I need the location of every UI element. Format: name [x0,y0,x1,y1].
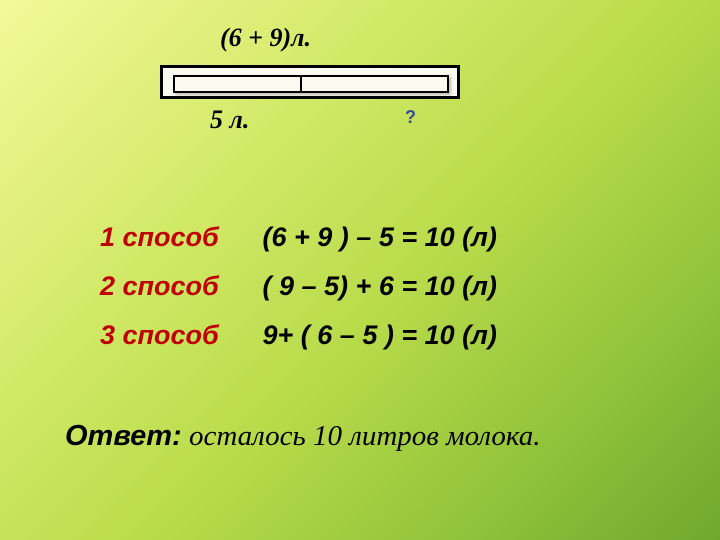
method-name: 1 способ [100,222,255,253]
method-expr: 9+ ( 6 – 5 ) = 10 (л) [263,320,497,350]
answer-line: Ответ: осталось 10 литров молока. [65,420,685,453]
methods-list: 1 способ (6 + 9 ) – 5 = 10 (л) 2 способ … [100,222,660,369]
answer-label: Ответ: [65,420,182,452]
method-name: 3 способ [100,320,255,351]
answer-text: осталось 10 литров молока. [182,420,541,452]
bar-diagram: (6 + 9)л. 5 л. ? [160,65,460,99]
diagram-top-label: (6 + 9)л. [220,23,311,53]
method-expr: ( 9 – 5) + 6 = 10 (л) [263,271,497,301]
method-row: 2 способ ( 9 – 5) + 6 = 10 (л) [100,271,660,302]
diagram-question-mark: ? [405,107,416,128]
bar-split [300,77,302,91]
diagram-bottom-left-label: 5 л. [210,105,249,135]
method-row: 1 способ (6 + 9 ) – 5 = 10 (л) [100,222,660,253]
bar-inner [173,75,449,93]
method-name: 2 способ [100,271,255,302]
method-row: 3 способ 9+ ( 6 – 5 ) = 10 (л) [100,320,660,351]
bar-outer [160,65,460,99]
method-expr: (6 + 9 ) – 5 = 10 (л) [263,222,497,252]
